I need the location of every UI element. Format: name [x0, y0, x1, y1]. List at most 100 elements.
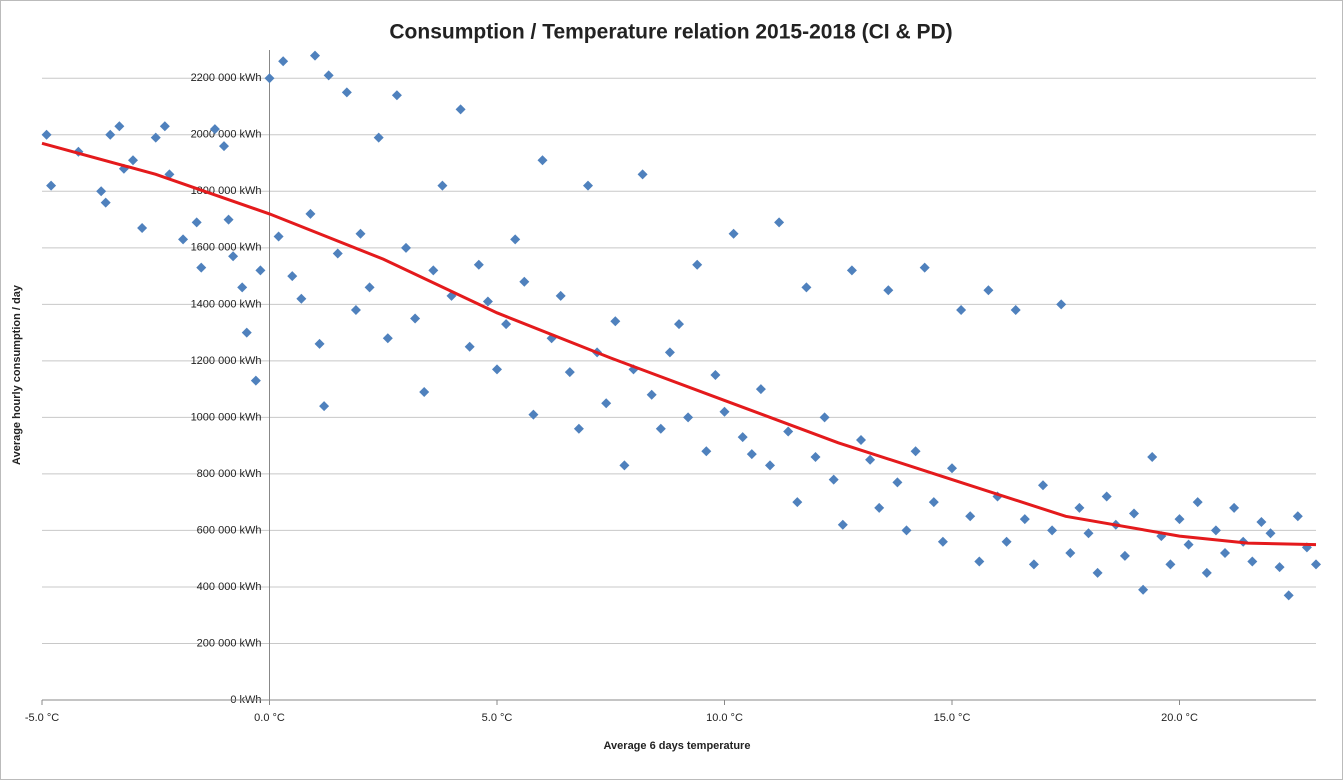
data-point: [159, 121, 170, 132]
data-point: [564, 367, 575, 378]
data-point: [250, 375, 261, 386]
data-point: [237, 282, 248, 293]
data-point: [41, 129, 52, 140]
data-point: [332, 248, 343, 259]
data-point: [341, 87, 352, 98]
data-point: [1038, 480, 1048, 491]
data-point: [310, 50, 320, 61]
data-point: [382, 333, 393, 344]
data-point: [619, 460, 630, 471]
chart-title: Consumption / Temperature relation 2015-…: [389, 21, 952, 44]
data-point: [178, 234, 189, 245]
data-point: [323, 70, 334, 81]
data-point: [1001, 536, 1012, 547]
data-point: [1220, 548, 1230, 559]
data-point: [510, 234, 521, 245]
data-point: [287, 271, 298, 282]
data-point: [1210, 525, 1221, 536]
x-tick-label: 20.0 °C: [1161, 712, 1198, 724]
data-point: [241, 327, 252, 338]
y-tick-label: 200 000 kWh: [197, 637, 262, 649]
data-point: [810, 451, 821, 462]
data-point: [1192, 497, 1203, 508]
y-tick-label: 1400 000 kWh: [191, 298, 262, 310]
data-point: [1019, 514, 1030, 525]
data-point: [646, 389, 657, 400]
x-tick-label: 10.0 °C: [706, 712, 743, 724]
data-point: [355, 228, 366, 239]
data-point: [801, 282, 812, 293]
data-point: [528, 409, 539, 420]
data-point: [1174, 514, 1185, 525]
data-point: [455, 104, 466, 115]
data-point: [1147, 451, 1158, 462]
data-point: [1074, 502, 1085, 513]
y-tick-label: 800 000 kWh: [197, 468, 262, 480]
data-point: [1256, 516, 1267, 527]
data-point: [219, 141, 229, 152]
data-point: [1292, 511, 1303, 522]
data-point: [1129, 508, 1139, 519]
x-tick-label: -5.0 °C: [25, 712, 59, 724]
data-point: [410, 313, 421, 324]
data-point: [701, 446, 712, 457]
data-point: [1010, 305, 1021, 315]
data-point: [683, 412, 694, 423]
y-tick-label: 600 000 kWh: [197, 524, 262, 536]
data-point: [837, 519, 848, 530]
data-point: [537, 155, 548, 166]
data-point: [1274, 562, 1285, 573]
data-point: [209, 124, 220, 135]
data-point: [937, 536, 948, 547]
data-point: [223, 214, 234, 225]
data-point: [1083, 528, 1094, 539]
data-point: [96, 186, 107, 197]
x-axis-label: Average 6 days temperature: [604, 740, 751, 752]
data-point: [728, 228, 739, 239]
data-point: [46, 180, 57, 191]
data-point: [473, 259, 484, 270]
data-point: [783, 426, 794, 437]
data-point: [1165, 559, 1176, 570]
x-tick-label: 5.0 °C: [482, 712, 513, 724]
data-point: [901, 525, 912, 536]
data-point: [137, 223, 148, 234]
data-point: [1265, 528, 1276, 539]
data-point: [128, 155, 138, 166]
data-point: [364, 282, 375, 293]
data-point: [846, 265, 857, 276]
data-point: [273, 231, 284, 242]
data-point: [100, 197, 111, 208]
data-point: [482, 296, 493, 307]
data-point: [965, 511, 976, 522]
data-point: [755, 384, 766, 395]
y-tick-label: 2200 000 kWh: [191, 72, 262, 84]
data-point: [910, 446, 921, 457]
data-point: [391, 90, 402, 101]
data-point: [1229, 502, 1240, 513]
data-point: [892, 477, 903, 488]
data-point: [874, 502, 885, 513]
data-point: [401, 242, 411, 253]
data-point: [865, 454, 876, 465]
data-point: [583, 180, 593, 191]
data-point: [114, 121, 125, 132]
data-point: [928, 497, 939, 508]
x-tick-label: 15.0 °C: [934, 712, 971, 724]
data-point: [255, 265, 266, 276]
y-tick-label: 400 000 kWh: [197, 581, 262, 593]
data-point: [637, 169, 648, 180]
data-point: [305, 208, 316, 219]
data-point: [1201, 567, 1212, 578]
data-point: [828, 474, 839, 485]
data-point: [856, 435, 866, 445]
data-point: [674, 319, 684, 330]
data-point: [150, 132, 161, 143]
data-point: [1283, 590, 1294, 601]
data-point: [228, 251, 239, 262]
data-point: [373, 132, 384, 143]
data-point: [296, 293, 307, 304]
y-tick-label: 1600 000 kWh: [191, 242, 262, 254]
